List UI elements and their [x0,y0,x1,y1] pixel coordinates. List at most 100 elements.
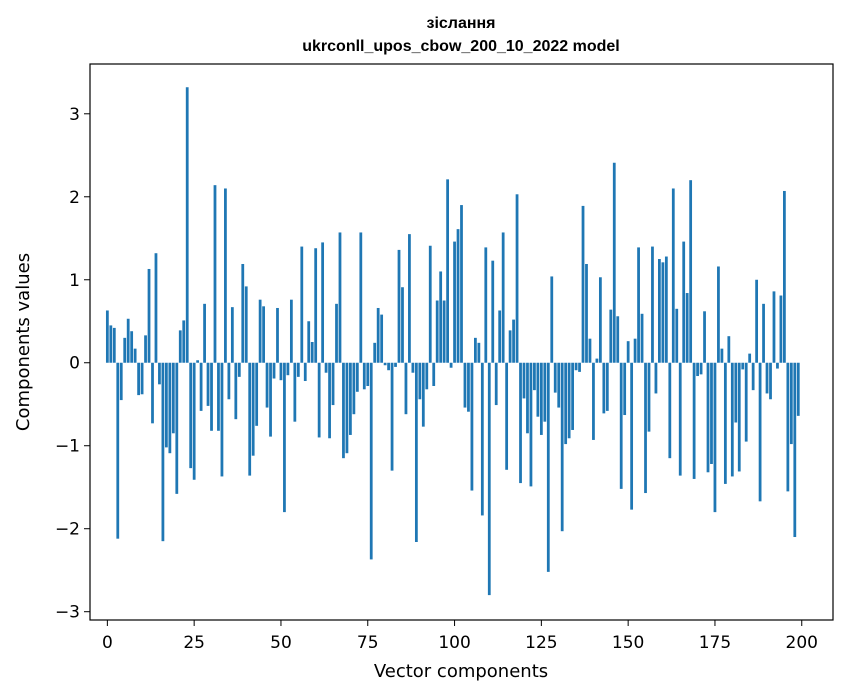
bar-50 [279,362,283,381]
bar-30 [210,362,213,431]
bar-144 [605,362,609,411]
bar-67 [338,232,342,363]
bar-177 [720,348,724,363]
bar-79 [380,314,384,363]
bar-172 [703,311,706,363]
bar-111 [491,260,495,363]
bar-194 [779,295,783,363]
y-axis-label: Components values [13,253,34,431]
bar-51 [283,362,286,513]
bar-196 [786,362,790,492]
x-tick-label: 25 [183,633,205,653]
bar-154 [640,313,644,363]
bar-4 [119,362,123,401]
bar-75 [366,362,370,386]
bar-164 [675,308,679,363]
bar-27 [199,362,203,411]
plot-frame [89,63,834,621]
bar-121 [526,362,529,434]
bar-87 [408,234,411,363]
bar-125 [539,362,543,435]
bar-55 [296,362,300,377]
bar-127 [546,362,550,572]
bar-78 [376,307,380,363]
bar-83 [394,362,397,367]
bar-90 [418,362,422,400]
bar-147 [616,316,620,363]
y-tick-label: 2 [69,188,80,208]
bar-24 [189,362,193,469]
bar-16 [161,362,165,542]
bar-36 [230,307,234,363]
bar-10 [140,362,144,395]
bar-156 [647,362,651,432]
bar-167 [685,293,689,363]
bar-56 [300,246,304,363]
bar-132 [564,362,568,445]
bar-197 [789,362,793,445]
x-tick-label: 0 [102,633,113,653]
bar-77 [373,342,377,363]
bar-44 [258,299,262,363]
bar-91 [421,362,425,427]
bar-189 [762,303,765,363]
bar-34 [224,188,227,363]
y-axis-ticks: −3 −2 −1 0 1 2 3 [55,105,90,623]
bar-124 [536,362,540,417]
bar-136 [578,362,581,372]
bar-146 [612,162,616,363]
bar-26 [196,360,200,363]
bar-81 [387,362,390,371]
bar-1 [109,325,113,363]
y-tick-label: 0 [69,354,80,374]
bar-31 [213,185,217,363]
bar-169 [692,362,696,479]
bar-180 [730,362,734,477]
bar-38 [237,362,241,377]
bar-18 [168,362,172,454]
x-tick-label: 175 [699,633,731,653]
chart-title: зіслання [426,15,495,32]
bar-28 [203,303,206,363]
x-tick-label: 100 [438,633,470,653]
bar-183 [741,362,745,370]
bar-113 [498,310,502,363]
bar-112 [494,362,498,406]
bar-142 [598,277,602,363]
bar-61 [317,362,321,438]
bar-105 [470,362,474,491]
bar-98 [446,179,449,363]
bar-198 [793,362,797,538]
x-tick-label: 200 [786,633,818,653]
bar-174 [710,362,713,464]
bar-92 [425,362,429,390]
bar-170 [696,362,699,377]
bar-95 [435,300,439,363]
bar-63 [324,362,328,373]
bar-191 [769,362,772,400]
bar-69 [345,362,349,454]
bar-0 [105,310,109,363]
bar-19 [171,362,175,434]
bar-48 [272,362,276,379]
bar-101 [456,229,460,363]
bar-186 [751,362,755,391]
bar-17 [164,362,168,448]
bar-2 [112,327,116,363]
bar-43 [255,362,259,426]
bar-85 [401,287,404,363]
bar-99 [449,362,453,368]
bar-32 [217,362,220,431]
bar-107 [477,342,481,363]
bar-187 [755,279,759,363]
bar-199 [796,362,800,416]
bar-53 [289,299,293,363]
x-tick-label: 150 [612,633,644,653]
bar-182 [737,362,741,472]
bar-120 [522,362,526,399]
bar-59 [310,342,314,363]
bar-35 [227,362,231,400]
bar-100 [453,241,456,363]
bar-128 [550,276,554,363]
